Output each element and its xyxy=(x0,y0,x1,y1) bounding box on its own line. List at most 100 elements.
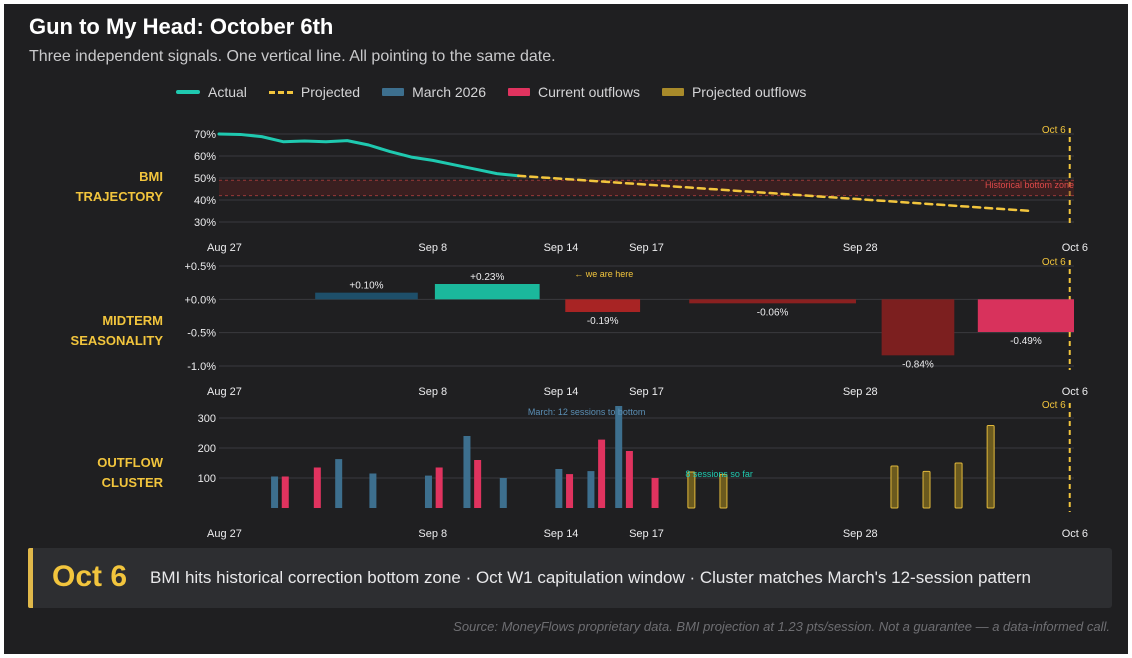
legend-swatch-projected-outflows xyxy=(661,88,684,96)
seasonality-bar-label: -0.49% xyxy=(1010,336,1042,347)
panel-label: SEASONALITY xyxy=(71,333,164,348)
outflow-bar-projected xyxy=(890,465,899,509)
y-tick-label: 100 xyxy=(198,473,216,485)
outflow-bar-current xyxy=(625,451,633,508)
x-tick-label: Sep 17 xyxy=(629,528,664,540)
outflow-annotation: 8 sessions so far xyxy=(685,469,753,479)
page-subtitle: Three independent signals. One vertical … xyxy=(29,48,556,65)
page-title: Gun to My Head: October 6th xyxy=(29,14,334,39)
x-tick-label: Aug 27 xyxy=(207,528,242,540)
series-projected-line xyxy=(517,174,1033,213)
legend-item-march: March 2026 xyxy=(382,84,486,100)
outflow-bar-march xyxy=(463,436,471,508)
legend-swatch-actual xyxy=(176,90,200,94)
oct6-vline-label: Oct 6 xyxy=(1042,257,1066,268)
chart-frame: Gun to My Head: October 6th Three indepe… xyxy=(4,4,1128,654)
y-tick-label: -0.5% xyxy=(187,328,216,340)
seasonality-bar xyxy=(434,284,540,300)
callout-accent-bar xyxy=(28,548,33,608)
x-tick-label: Sep 28 xyxy=(843,528,878,540)
y-tick-label: +0.0% xyxy=(185,294,217,306)
y-tick-label: 60% xyxy=(194,151,216,163)
legend-item-actual: Actual xyxy=(176,84,247,100)
legend-item-projected-outflows: Projected outflows xyxy=(661,84,807,100)
x-tick-label: Sep 28 xyxy=(843,386,878,398)
outflow-bar-current xyxy=(598,439,606,508)
outflow-bar-projected xyxy=(687,471,696,509)
y-tick-label: +0.5% xyxy=(185,261,217,273)
x-tick-label: Sep 17 xyxy=(629,242,664,254)
legend-swatch-projected xyxy=(268,90,293,94)
seasonality-bar xyxy=(315,292,418,300)
legend-label: Actual xyxy=(208,84,247,100)
y-tick-label: 40% xyxy=(194,195,216,207)
legend-item-projected: Projected xyxy=(268,84,360,100)
x-tick-label: Oct 6 xyxy=(1062,386,1088,398)
bottom-zone xyxy=(219,180,1074,196)
outflow-bar-projected xyxy=(986,425,995,509)
outflow-bar-current xyxy=(651,478,659,508)
outflow-bar-current xyxy=(313,467,321,508)
x-tick-label: Sep 14 xyxy=(544,528,579,540)
outflow-bar-march xyxy=(369,473,377,508)
legend-label: Projected outflows xyxy=(691,84,807,100)
x-tick-label: Sep 14 xyxy=(544,386,579,398)
x-tick-label: Sep 14 xyxy=(544,242,579,254)
outflow-bar-march xyxy=(424,475,432,508)
panel-label: MIDTERM xyxy=(102,313,163,328)
legend-label: March 2026 xyxy=(412,84,487,100)
we-are-here-annotation: ← we are here xyxy=(574,269,633,279)
seasonality-bar-label: +0.23% xyxy=(470,272,504,283)
seasonality-bar xyxy=(689,299,856,304)
y-tick-label: 300 xyxy=(198,413,216,425)
callout-text: BMI hits historical correction bottom zo… xyxy=(150,568,1031,587)
y-tick-label: 70% xyxy=(194,129,216,141)
x-tick-label: Sep 8 xyxy=(418,242,447,254)
legend-label: Current outflows xyxy=(538,84,640,100)
bottom-zone-label: Historical bottom zone xyxy=(985,180,1074,190)
panel-label: BMI xyxy=(139,169,163,184)
outflow-bar-march xyxy=(615,406,623,508)
x-tick-label: Sep 28 xyxy=(843,242,878,254)
outflow-bar-current xyxy=(474,460,482,508)
seasonality-bar xyxy=(565,299,641,312)
y-tick-label: 200 xyxy=(198,443,216,455)
seasonality-bar-label: -0.19% xyxy=(587,316,619,327)
outflow-bar-current xyxy=(435,467,443,508)
legend-item-current-outflows: Current outflows xyxy=(508,84,640,100)
outflow-bar-current xyxy=(566,474,574,508)
outflow-bar-march xyxy=(499,478,507,508)
x-tick-label: Oct 6 xyxy=(1062,242,1088,254)
callout-banner: Oct 6 BMI hits historical correction bot… xyxy=(28,548,1112,608)
seasonality-bar-label: -0.06% xyxy=(757,307,789,318)
legend-swatch-march xyxy=(382,88,405,96)
outflow-bar-current xyxy=(281,476,289,508)
x-tick-label: Sep 17 xyxy=(629,386,664,398)
oct6-vline-label: Oct 6 xyxy=(1042,400,1066,411)
legend-swatch-current xyxy=(508,88,531,96)
outflow-bar-march xyxy=(271,476,279,508)
charts-svg: BMI TRAJECTORY 70% 60% 50% 40% 30% Aug 27 Sep 8 S… xyxy=(71,125,1088,540)
series-actual-line xyxy=(217,132,520,178)
outflow-bar-march xyxy=(587,471,595,508)
outflow-annotation: March: 12 sessions to bottom xyxy=(528,407,646,417)
outflow-bar-projected xyxy=(719,473,728,509)
panel-label: OUTFLOW xyxy=(97,455,163,470)
panel-label: TRAJECTORY xyxy=(76,189,164,204)
callout-date: Oct 6 xyxy=(52,560,128,593)
outflow-bar-projected xyxy=(922,470,931,509)
x-tick-label: Aug 27 xyxy=(207,242,242,254)
y-tick-label: 30% xyxy=(194,217,216,229)
y-tick-label: -1.0% xyxy=(187,361,216,373)
panel-label: CLUSTER xyxy=(102,475,164,490)
seasonality-bar xyxy=(977,299,1074,332)
seasonality-bar-label: +0.10% xyxy=(349,281,383,292)
source-note: Source: MoneyFlows proprietary data. BMI… xyxy=(453,619,1110,634)
x-tick-label: Sep 8 xyxy=(418,386,447,398)
x-tick-label: Sep 8 xyxy=(418,528,447,540)
seasonality-bar-label: -0.84% xyxy=(902,359,934,370)
seasonality-bar xyxy=(881,299,955,356)
outflow-bar-march xyxy=(335,459,343,508)
y-tick-label: 50% xyxy=(194,173,216,185)
legend: Actual Projected March 2026 Current outf… xyxy=(176,84,806,100)
